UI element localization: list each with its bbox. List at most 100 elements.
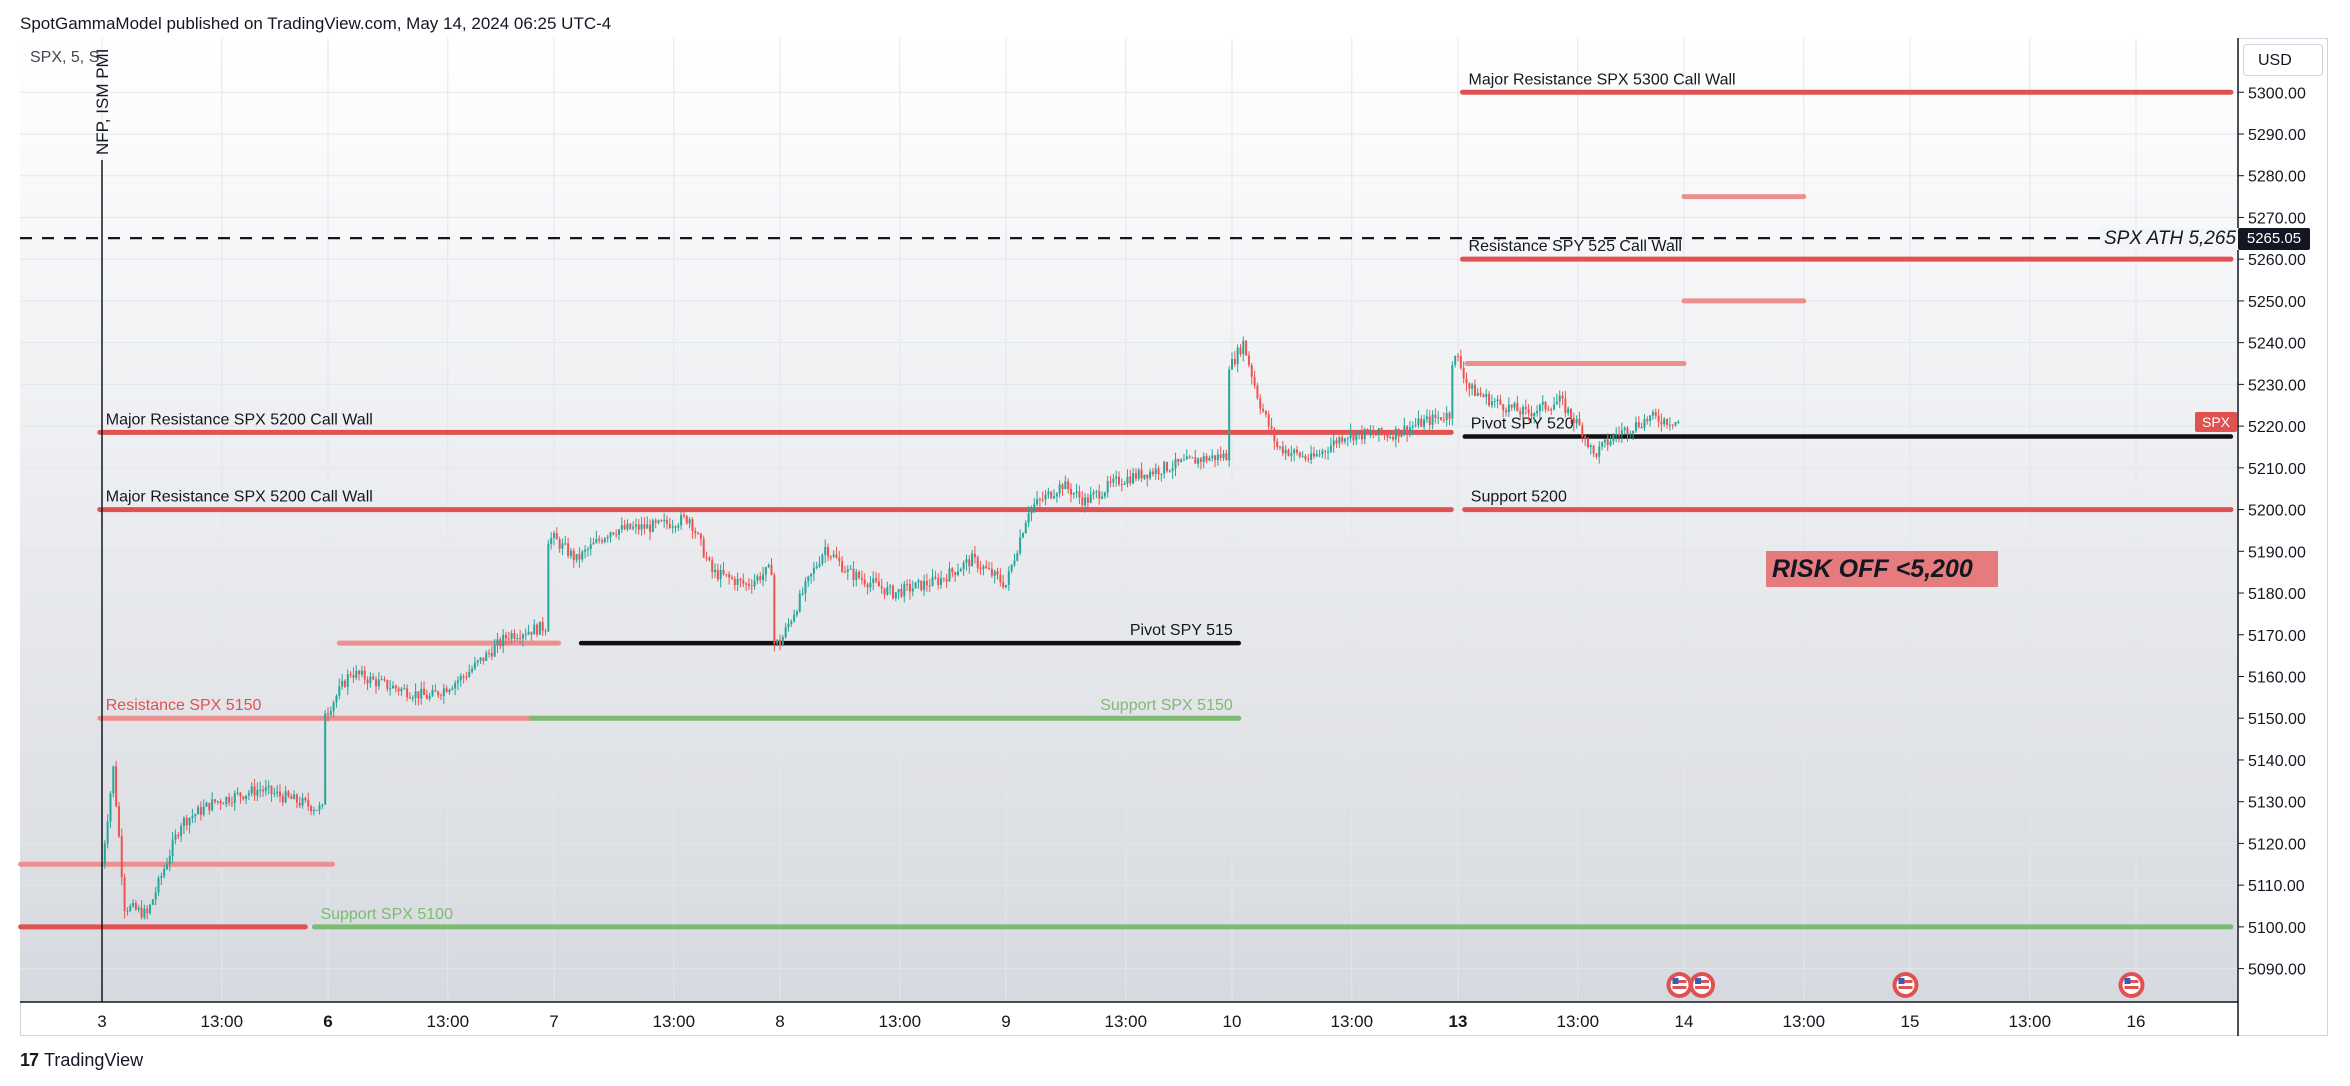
candle-body: [1538, 404, 1541, 412]
symbol-label[interactable]: SPX, 5, S: [30, 49, 100, 66]
candle-body: [714, 569, 717, 573]
candle-body: [295, 794, 298, 803]
candle-body: [1448, 412, 1451, 419]
candle-body: [1194, 457, 1197, 464]
candle-body: [1290, 453, 1293, 456]
candle-body: [606, 537, 609, 539]
us-flag-canton: [1672, 978, 1679, 984]
candle-body: [1225, 453, 1228, 461]
candle-body: [982, 566, 985, 569]
candle-body: [954, 572, 957, 576]
candle-body: [1027, 513, 1030, 523]
candle-body: [1411, 426, 1414, 428]
candle-body: [1372, 432, 1375, 435]
candle-body: [1459, 356, 1462, 368]
candle-body: [1174, 458, 1177, 469]
candle-body: [1067, 481, 1070, 489]
candle-body: [1041, 499, 1044, 501]
candle-body: [770, 564, 773, 576]
candle-body: [733, 578, 736, 586]
candle-body: [448, 689, 451, 693]
candle-body: [920, 580, 923, 591]
candle-body: [383, 679, 386, 681]
y-tick-label: 5110.00: [2248, 878, 2305, 895]
candle-body: [547, 543, 550, 632]
candle-body: [942, 578, 945, 580]
candle-body: [1247, 355, 1250, 366]
candle-body: [1618, 434, 1621, 436]
candle-body: [143, 908, 146, 918]
candle-body: [1530, 413, 1533, 417]
candle-body: [239, 792, 242, 797]
candle-body: [281, 796, 284, 803]
footer[interactable]: 17 TradingView: [20, 1050, 143, 1071]
x-tick-label: 9: [1001, 1012, 1010, 1031]
candle-body: [1634, 422, 1637, 431]
currency-button[interactable]: USD: [2243, 44, 2323, 76]
candle-body: [1270, 426, 1273, 429]
candle-body: [1312, 453, 1315, 457]
candle-body: [1013, 560, 1016, 565]
candle-body: [812, 567, 815, 574]
candle-body: [807, 576, 810, 582]
candle-body: [1236, 347, 1239, 365]
candle-body: [719, 569, 722, 580]
candle-body: [1558, 395, 1561, 402]
candle-body: [1324, 450, 1327, 452]
candle-body: [1050, 491, 1053, 499]
candle-body: [1205, 456, 1208, 461]
candle-body: [259, 789, 262, 791]
y-tick-label: 5300.00: [2248, 85, 2306, 102]
tradingview-logo-icon[interactable]: 17: [20, 1050, 39, 1070]
candle-body: [1143, 474, 1146, 479]
candle-body: [369, 676, 372, 684]
candle-body: [1473, 384, 1476, 396]
candle-body: [603, 538, 606, 543]
candle-body: [214, 799, 216, 802]
candle-body: [284, 791, 287, 803]
candle-body: [584, 549, 587, 552]
candle-body: [798, 593, 801, 612]
footer-brand[interactable]: TradingView: [44, 1050, 144, 1070]
candle-body: [1499, 399, 1502, 405]
candle-body: [278, 791, 281, 797]
candle-body: [753, 580, 756, 587]
candle-body: [1329, 445, 1332, 452]
candle-body: [553, 533, 555, 538]
candle-body: [651, 520, 654, 532]
candle-body: [1561, 395, 1564, 399]
candle-body: [264, 787, 267, 792]
candle-body: [1216, 454, 1219, 461]
x-tick-label: 13:00: [2009, 1012, 2052, 1031]
candle-body: [561, 543, 564, 549]
candle-body: [911, 588, 914, 592]
candle-body: [1222, 453, 1225, 459]
candle-body: [1273, 428, 1276, 442]
candle-body: [1578, 418, 1581, 426]
candle-body: [191, 816, 194, 819]
candle-body: [1036, 499, 1039, 505]
y-tick-label: 5150.00: [2248, 711, 2306, 728]
candle-body: [1592, 445, 1595, 454]
candle-body: [377, 679, 380, 687]
level-label: Support SPX 5150: [1100, 697, 1233, 714]
candle-body: [1462, 367, 1465, 379]
candle-body: [801, 593, 804, 595]
candle-body: [1191, 457, 1194, 459]
candle-body: [1287, 449, 1290, 456]
candle-body: [793, 614, 796, 622]
candle-body: [654, 520, 657, 523]
candle-body: [1490, 401, 1493, 406]
candle-body: [804, 581, 807, 594]
candle-body: [617, 529, 620, 535]
candle-body: [1044, 494, 1047, 500]
candle-body: [1267, 414, 1270, 427]
candle-body: [906, 583, 909, 585]
candle-body: [109, 793, 112, 822]
candle-body: [1428, 416, 1431, 425]
candle-body: [1321, 450, 1324, 454]
candle-body: [355, 670, 358, 678]
candle-body: [956, 571, 959, 576]
x-tick-label: 6: [323, 1012, 332, 1031]
